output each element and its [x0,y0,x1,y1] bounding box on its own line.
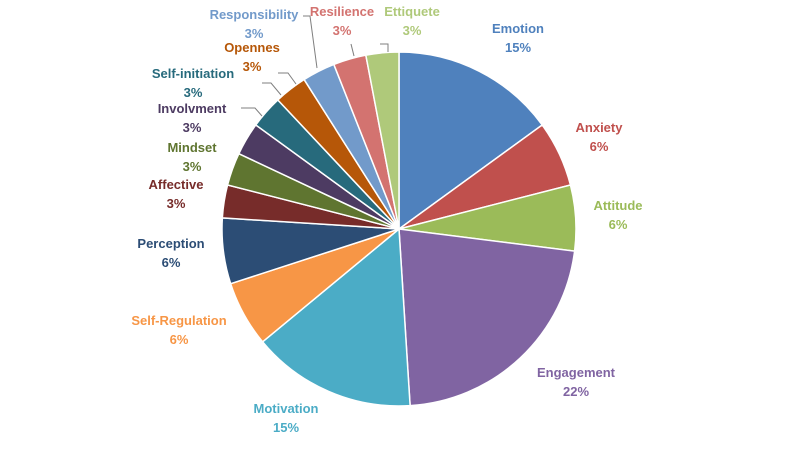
slice-value-mindset: 3% [183,159,202,174]
leader-line-ettiquete [380,43,389,52]
slice-label-self-initiation: Self-initiation [152,66,234,81]
slice-label-anxiety: Anxiety [576,120,624,135]
leader-line-opennes [278,72,297,85]
slice-value-opennes: 3% [243,59,262,74]
slice-value-self-initiation: 3% [184,85,203,100]
data-labels: Emotion 15% Anxiety 6% Attitude 6% Engagement 2… [131,4,642,435]
slice-value-resilience: 3% [333,23,352,38]
slice-value-perception: 6% [162,255,181,270]
slice-label-opennes: Opennes [224,40,280,55]
leader-line-involvment [241,107,263,117]
slice-label-affective: Affective [149,177,204,192]
leader-lines [241,15,389,117]
slice-label-resilience: Resilience [310,4,374,19]
slice-label-engagement: Engagement [537,365,616,380]
leader-line-self-initiation [262,82,282,96]
pie-slices [221,51,577,407]
slice-label-attitude: Attitude [593,198,642,213]
slice-label-self-regulation: Self-Regulation [131,313,226,328]
pie-slice-emotion [398,51,544,231]
slice-label-motivation: Motivation [254,401,319,416]
slice-value-anxiety: 6% [590,139,609,154]
slice-value-ettiquete: 3% [403,23,422,38]
slice-value-motivation: 15% [273,420,299,435]
slice-label-mindset: Mindset [167,140,217,155]
slice-value-affective: 3% [167,196,186,211]
slice-value-attitude: 6% [609,217,628,232]
pie-slice-ettiquete [364,51,400,230]
slice-label-involvment: Involvment [158,101,227,116]
slice-label-ettiquete: Ettiquete [384,4,440,19]
slice-label-responsibility: Responsibility [210,7,300,22]
slice-value-engagement: 22% [563,384,589,399]
leader-line-responsibility [303,15,318,69]
slice-value-emotion: 15% [505,40,531,55]
slice-label-emotion: Emotion [492,21,544,36]
slice-value-self-regulation: 6% [170,332,189,347]
leader-line-resilience [350,43,355,57]
slice-label-perception: Perception [137,236,204,251]
slice-value-involvment: 3% [183,120,202,135]
slice-value-responsibility: 3% [245,26,264,41]
pie-slice-engagement [398,228,576,407]
pie-slice-motivation [261,227,411,407]
